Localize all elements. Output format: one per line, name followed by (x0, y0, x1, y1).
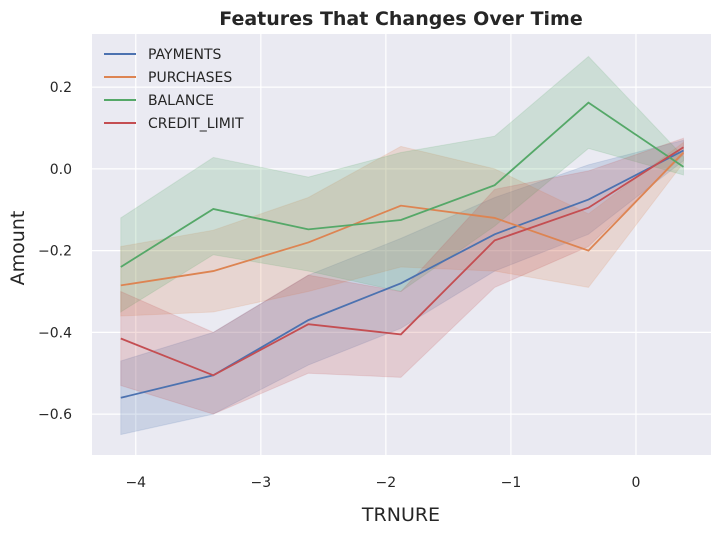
series-line (120, 146, 684, 377)
legend: PAYMENTS PURCHASES BALANCE CREDIT_LIMIT (104, 47, 244, 132)
series-lines (120, 101, 685, 399)
confidence-band (120, 139, 684, 436)
x-tick-label: 0 (632, 475, 641, 491)
x-axis-label: TRNURE (361, 504, 440, 526)
x-tick-label: −2 (376, 475, 397, 491)
legend-label: PAYMENTS (148, 47, 222, 63)
confidence-band (120, 141, 684, 317)
legend-label: CREDIT_LIMIT (148, 116, 244, 132)
legend-label: PURCHASES (148, 70, 232, 86)
x-tick-label: −4 (125, 475, 146, 491)
grid (92, 34, 711, 455)
y-tick-label: 0.2 (50, 80, 72, 96)
x-axis-ticks: −4 −3 −2 −1 0 (125, 475, 640, 491)
confidence-band (120, 137, 684, 415)
confidence-bands (120, 55, 684, 436)
series-line (120, 151, 685, 287)
y-axis-label: Amount (7, 211, 29, 286)
x-tick-label: −3 (250, 475, 271, 491)
y-tick-label: −0.2 (38, 244, 72, 260)
x-tick-label: −1 (501, 475, 522, 491)
legend-label: BALANCE (148, 93, 214, 109)
confidence-band (120, 55, 684, 313)
y-axis-ticks: −0.6 −0.4 −0.2 0.0 0.2 (38, 80, 72, 423)
y-tick-label: −0.4 (38, 325, 72, 341)
series-line (120, 101, 684, 268)
plot-background (92, 34, 711, 455)
chart-title: Features That Changes Over Time (219, 8, 583, 30)
y-tick-label: 0.0 (50, 162, 72, 178)
y-tick-label: −0.6 (38, 407, 72, 423)
